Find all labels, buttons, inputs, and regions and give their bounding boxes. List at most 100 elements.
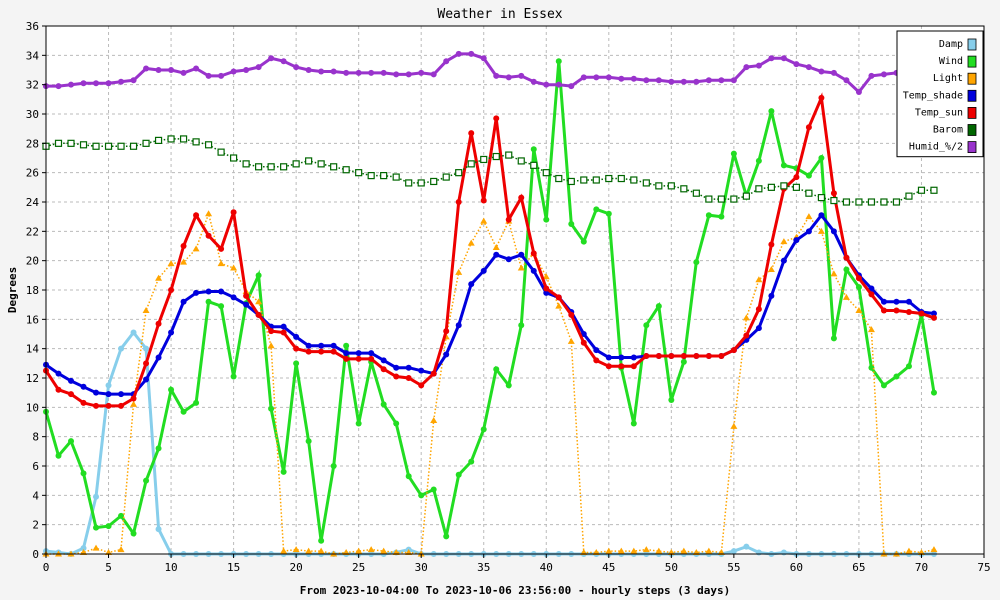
data-point <box>168 386 175 393</box>
data-point <box>217 148 225 156</box>
data-point <box>393 420 400 427</box>
data-point <box>930 389 937 396</box>
data-point <box>268 55 275 62</box>
data-point <box>68 81 75 88</box>
data-point <box>480 426 487 433</box>
data-point <box>568 311 575 318</box>
data-point <box>242 160 250 168</box>
data-point <box>705 195 713 203</box>
y-tick-label: 12 <box>26 372 39 385</box>
data-point <box>780 162 787 169</box>
data-point <box>580 176 588 184</box>
data-point <box>418 69 425 76</box>
data-point <box>255 311 262 318</box>
data-point <box>93 402 100 409</box>
data-point <box>293 64 300 71</box>
y-tick-label: 32 <box>26 79 39 92</box>
data-point <box>718 213 725 220</box>
y-tick-label: 2 <box>32 519 39 532</box>
data-point <box>630 354 637 361</box>
data-point <box>830 190 837 197</box>
data-point <box>142 139 150 147</box>
data-point <box>517 264 525 271</box>
data-point <box>730 150 737 157</box>
data-point <box>68 377 75 384</box>
data-point <box>643 77 650 84</box>
data-point <box>805 172 812 179</box>
data-point <box>343 355 350 362</box>
legend-label: Light <box>933 73 963 84</box>
data-point <box>167 135 175 143</box>
data-point <box>830 335 837 342</box>
y-tick-label: 4 <box>32 489 39 502</box>
data-point <box>117 546 125 553</box>
legend-item: Humid_%/2 <box>909 141 977 154</box>
data-point <box>843 77 850 84</box>
data-point <box>493 115 500 122</box>
data-point <box>643 353 650 359</box>
x-tick-label: 35 <box>477 561 490 574</box>
data-point <box>817 194 826 202</box>
data-point <box>267 342 275 349</box>
legend-swatch <box>967 141 977 154</box>
data-point <box>117 142 125 150</box>
data-point <box>355 547 363 554</box>
data-point <box>668 397 675 403</box>
data-point <box>642 179 650 187</box>
data-point <box>743 64 750 71</box>
data-point <box>68 391 75 398</box>
legend-label: Wind <box>939 56 963 67</box>
data-point <box>580 74 587 81</box>
legend-item: Light <box>933 72 977 85</box>
data-point <box>793 174 800 181</box>
data-point <box>442 173 450 181</box>
data-point <box>268 328 275 335</box>
data-point <box>368 69 375 76</box>
data-point <box>355 420 362 427</box>
y-tick-label: 0 <box>32 548 39 561</box>
data-point <box>530 146 537 153</box>
data-point <box>105 391 112 398</box>
data-point <box>405 364 412 371</box>
data-point <box>330 163 338 171</box>
data-point <box>930 186 938 194</box>
data-point <box>755 325 762 332</box>
data-point <box>805 124 812 131</box>
data-point <box>855 284 862 291</box>
data-point <box>755 306 762 313</box>
data-point <box>93 389 100 396</box>
data-point <box>143 477 150 484</box>
data-point <box>105 382 112 389</box>
data-point <box>467 239 475 246</box>
data-point <box>568 221 575 227</box>
data-point <box>755 157 762 164</box>
data-point <box>630 75 637 82</box>
data-point <box>530 161 538 169</box>
data-point <box>230 68 237 75</box>
data-point <box>405 179 413 187</box>
legend-label: Temp_shade <box>903 90 963 101</box>
y-tick-label: 34 <box>26 49 40 62</box>
data-point <box>218 303 225 310</box>
data-point <box>730 195 738 203</box>
data-point <box>155 445 162 452</box>
data-point <box>418 367 425 374</box>
data-point <box>480 267 487 274</box>
data-point <box>243 301 250 308</box>
data-point <box>305 438 312 445</box>
data-point <box>230 264 238 271</box>
data-point <box>205 210 213 217</box>
data-point <box>480 217 488 224</box>
data-point <box>580 339 587 346</box>
x-tick-label: 45 <box>602 561 615 574</box>
data-point <box>680 78 687 85</box>
data-point <box>580 238 587 245</box>
data-point <box>205 288 212 295</box>
data-point <box>893 298 900 305</box>
data-point <box>855 89 862 95</box>
data-point <box>168 67 175 73</box>
data-point <box>505 74 512 81</box>
data-point <box>455 169 463 177</box>
data-point <box>280 163 288 171</box>
data-point <box>130 329 137 336</box>
